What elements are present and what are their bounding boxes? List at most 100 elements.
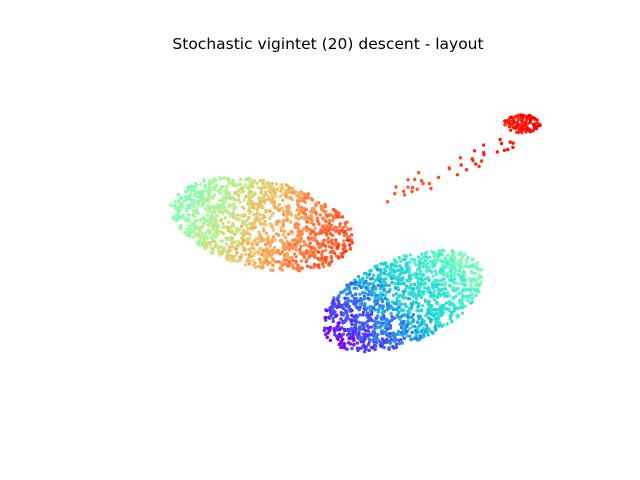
point-cluster-2	[397, 332, 401, 336]
point-cluster-2	[415, 325, 419, 330]
point-cluster-2	[342, 327, 347, 332]
point-cluster-1	[217, 245, 221, 249]
point-cluster-1	[267, 216, 272, 221]
point-cluster-1	[281, 198, 285, 203]
point-cluster-1	[235, 251, 239, 255]
point-cluster-2	[435, 316, 439, 320]
point-cluster-2	[352, 319, 357, 323]
point-cluster-2	[348, 309, 353, 313]
point-cluster-2	[457, 268, 462, 273]
point-cluster-1	[328, 218, 332, 223]
point-cluster-1	[227, 237, 232, 241]
point-cluster-2	[459, 291, 464, 295]
point-cluster-2	[383, 269, 388, 273]
point-cluster-1	[277, 202, 281, 207]
point-cluster-2	[472, 277, 476, 281]
point-cluster-1	[271, 258, 275, 262]
point-cluster-2	[465, 298, 470, 303]
point-cluster-2	[430, 285, 435, 289]
point-cluster-2	[388, 341, 392, 345]
point-cluster-2	[379, 344, 383, 348]
point-cluster-1	[173, 214, 177, 218]
point-cluster-2	[432, 279, 437, 283]
point-cluster-1	[328, 227, 332, 232]
point-cluster-1	[289, 220, 293, 224]
point-cluster-3	[526, 122, 530, 126]
point-cluster-1	[265, 248, 269, 252]
point-cluster-1	[191, 186, 196, 191]
point-cluster-1	[205, 213, 209, 217]
point-cluster-1	[201, 178, 206, 182]
point-bridge	[472, 149, 477, 153]
point-cluster-1	[235, 189, 240, 194]
point-cluster-2	[343, 296, 347, 300]
point-cluster-1	[270, 201, 274, 205]
point-cluster-1	[198, 182, 203, 187]
point-cluster-2	[448, 265, 452, 269]
point-cluster-1	[180, 201, 184, 206]
point-cluster-2	[353, 323, 357, 327]
point-cluster-2	[354, 280, 358, 284]
point-cluster-1	[333, 209, 337, 213]
point-cluster-1	[246, 201, 250, 205]
point-cluster-2	[331, 319, 335, 324]
point-cluster-2	[437, 313, 441, 317]
point-cluster-1	[246, 194, 250, 199]
point-cluster-2	[419, 308, 423, 312]
point-cluster-2	[466, 256, 470, 260]
point-cluster-1	[232, 258, 237, 263]
point-cluster-1	[296, 223, 301, 227]
point-cluster-2	[361, 284, 366, 288]
point-cluster-2	[422, 322, 427, 326]
point-cluster-1	[275, 250, 279, 254]
point-cluster-1	[282, 212, 286, 217]
point-cluster-1	[234, 217, 238, 221]
point-cluster-1	[258, 213, 262, 217]
point-cluster-1	[279, 207, 284, 211]
point-cluster-2	[439, 248, 444, 253]
point-cluster-2	[357, 284, 362, 288]
point-cluster-2	[437, 320, 442, 325]
point-cluster-2	[436, 282, 441, 287]
point-cluster-2	[410, 315, 414, 319]
point-cluster-2	[408, 334, 412, 338]
point-cluster-1	[206, 223, 211, 227]
point-cluster-2	[421, 279, 425, 283]
point-cluster-1	[245, 184, 250, 189]
point-cluster-2	[346, 296, 350, 301]
point-cluster-1	[290, 197, 295, 202]
point-cluster-1	[235, 213, 239, 217]
point-cluster-2	[336, 321, 340, 326]
point-cluster-1	[207, 179, 212, 183]
point-cluster-1	[211, 210, 216, 214]
point-cluster-1	[285, 246, 289, 250]
point-cluster-1	[336, 244, 340, 249]
point-cluster-2	[446, 271, 450, 275]
point-cluster-1	[257, 230, 261, 234]
point-cluster-2	[364, 345, 368, 349]
point-cluster-2	[456, 307, 460, 311]
point-cluster-2	[332, 329, 337, 333]
point-cluster-2	[325, 335, 329, 339]
point-cluster-1	[318, 258, 322, 262]
point-cluster-1	[231, 183, 236, 187]
point-cluster-2	[441, 311, 446, 315]
point-cluster-2	[409, 286, 413, 290]
point-cluster-1	[272, 251, 276, 255]
point-cluster-1	[247, 211, 252, 215]
point-cluster-2	[428, 307, 433, 311]
point-cluster-2	[448, 316, 452, 321]
point-cluster-1	[298, 247, 302, 251]
point-cluster-2	[434, 322, 438, 327]
point-cluster-2	[458, 265, 462, 270]
point-cluster-2	[375, 299, 379, 303]
point-cluster-1	[330, 238, 334, 242]
point-cluster-1	[197, 193, 201, 198]
point-cluster-1	[320, 250, 324, 254]
point-cluster-1	[216, 189, 220, 193]
point-cluster-1	[216, 225, 220, 229]
point-bridge	[402, 193, 407, 197]
point-cluster-2	[394, 345, 398, 350]
point-cluster-2	[361, 339, 366, 344]
point-cluster-2	[346, 283, 350, 287]
